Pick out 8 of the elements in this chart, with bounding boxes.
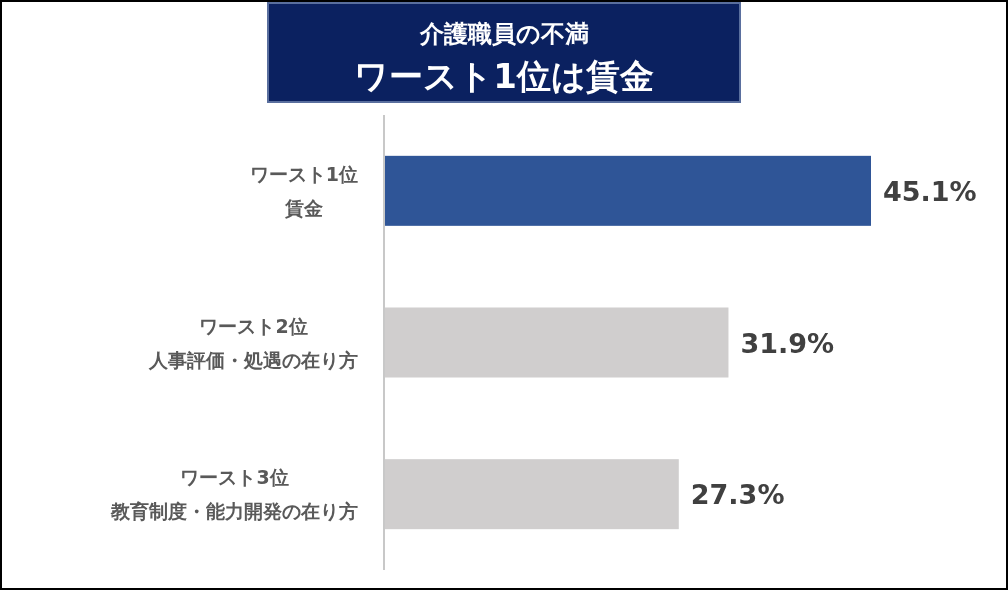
y-tick-label: ワースト3位教育制度・能力開発の在り方 <box>110 466 358 523</box>
y-tick-label: ワースト1位賃金 <box>249 162 358 219</box>
y-tick-label: ワースト2位人事評価・処遇の在り方 <box>148 314 358 371</box>
chart-title: 介護職員の不満 <box>418 20 589 48</box>
data-label: 27.3% <box>690 479 785 511</box>
data-label: 31.9% <box>740 327 835 359</box>
data-label: 45.1% <box>883 175 977 207</box>
chart-subtitle: ワースト1位は賃金 <box>354 56 654 96</box>
